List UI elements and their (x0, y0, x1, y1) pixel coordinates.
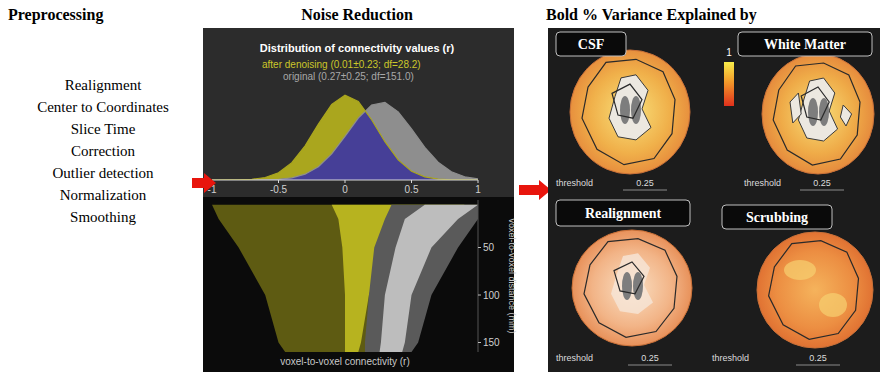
axis-title: voxel-to-voxel distance (mm) (507, 218, 517, 333)
map-region (609, 75, 651, 140)
ventricle (808, 98, 818, 126)
ventricle (631, 96, 641, 124)
map-label: Realignment (585, 206, 662, 221)
tick-label: 0 (342, 184, 348, 195)
brain-map (762, 54, 874, 174)
tick (411, 180, 412, 183)
chart-title: Distribution of connectivity values (r) (260, 42, 455, 54)
contour (773, 63, 860, 165)
map-label: Scrubbing (746, 210, 808, 225)
map-region (790, 93, 801, 123)
tick (478, 180, 479, 183)
density-line (212, 103, 478, 180)
arrow (519, 180, 551, 200)
tick-label: -0.5 (270, 184, 288, 195)
overlap-fill (212, 103, 478, 180)
y-axis (478, 200, 479, 352)
slider-line (800, 190, 844, 191)
threshold-value: 0.25 (636, 178, 654, 188)
step: Smoothing (70, 209, 136, 225)
legend-entry: original (0.27±0.25; df=151.0) (283, 71, 414, 82)
maps-bg (548, 28, 880, 372)
plot-area (212, 205, 478, 352)
density-line (212, 95, 478, 180)
contour (582, 59, 675, 164)
panel-bg (203, 197, 514, 372)
tick (345, 180, 346, 183)
step: Normalization (60, 187, 147, 203)
step: Realignment (65, 77, 142, 93)
tick-label: 1 (475, 184, 481, 195)
colorbar (724, 62, 734, 106)
legend-entry: after denoising (0.01±0.23; df=28.2) (262, 59, 421, 70)
slider-line (628, 365, 672, 366)
tick-label: 50 (483, 242, 495, 253)
map-label: White Matter (764, 37, 846, 52)
area-fill (212, 95, 478, 180)
section-title: Preprocessing (8, 6, 103, 24)
threshold-label: threshold (712, 353, 749, 363)
threshold-value: 0.25 (641, 353, 659, 363)
scatter-band (365, 205, 478, 352)
section-title: Noise Reduction (301, 6, 413, 23)
step: Center to Coordinates (37, 99, 169, 115)
label-box (722, 205, 832, 229)
map-label: CSF (578, 37, 604, 52)
brain-slice (572, 230, 692, 346)
contour (584, 239, 677, 338)
tick (478, 342, 481, 343)
contour (612, 84, 642, 118)
slider-line (623, 190, 667, 191)
brain-slice (762, 54, 874, 174)
map-region (819, 293, 847, 317)
contour (614, 262, 644, 294)
map-region (784, 260, 816, 280)
tick-label: 100 (483, 290, 500, 301)
threshold-label: threshold (556, 178, 593, 188)
scatter-band (380, 205, 478, 352)
axis-title: voxel-to-voxel connectivity (r) (280, 356, 409, 367)
tick (478, 295, 481, 296)
threshold-value: 0.25 (813, 178, 831, 188)
label-box (556, 200, 690, 226)
brain-map (570, 50, 690, 174)
brain-map (572, 230, 692, 346)
map-region (798, 78, 837, 141)
tick (478, 247, 481, 248)
section-title: Bold % Variance Explained by (546, 6, 757, 24)
tick-label: 150 (483, 337, 500, 348)
threshold-value: 0.25 (809, 353, 827, 363)
map-region (840, 105, 851, 126)
label-box (556, 32, 626, 56)
brain-slice (570, 50, 690, 174)
figure: Preprocessing Realignment Center to Coordi… (0, 0, 882, 372)
tick-label: 0.5 (405, 184, 419, 195)
plot-area (212, 95, 478, 180)
ventricle (633, 272, 643, 300)
scatter-band (212, 205, 478, 352)
brain-slice (757, 232, 873, 348)
step: Slice Time (71, 121, 136, 137)
step: Outlier detection (52, 165, 154, 181)
brain-map (757, 232, 873, 348)
panel-bg (203, 28, 514, 197)
label-box (738, 32, 872, 56)
colorbar-label: 1 (726, 47, 732, 58)
threshold-label: threshold (556, 353, 593, 363)
threshold-label: threshold (744, 178, 781, 188)
slider-line (796, 365, 840, 366)
map-region (611, 253, 653, 314)
contour (801, 87, 829, 120)
contour (769, 241, 859, 340)
ventricle (622, 272, 632, 300)
tick (278, 180, 279, 183)
arrow (192, 173, 216, 193)
step: Correction (71, 143, 136, 159)
ventricle (620, 96, 630, 124)
